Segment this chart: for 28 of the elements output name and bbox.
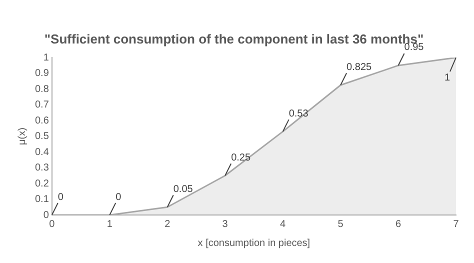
data-label: 0 [116, 192, 122, 203]
x-tick-label: 5 [338, 218, 344, 230]
y-tick-label: 0.7 [34, 100, 50, 111]
y-axis-title: μ(x) [16, 128, 28, 146]
y-tick-label: 0 [43, 210, 50, 221]
data-label: 0.825 [346, 62, 372, 73]
y-tick-label: 0.8 [34, 84, 50, 95]
x-tick-label: 4 [280, 218, 286, 230]
data-label: 1 [444, 72, 450, 84]
y-tick-label: 0.6 [34, 115, 50, 126]
data-label: 0 [58, 192, 64, 203]
y-tick-label: 0.5 [34, 131, 50, 142]
y-tick-label: 0.4 [34, 146, 50, 158]
x-tick-label: 1 [106, 218, 113, 230]
data-label: 0.95 [404, 42, 424, 54]
x-tick-label: 7 [453, 218, 460, 230]
y-tick-label: 0.2 [34, 178, 50, 190]
data-label: 0.53 [288, 108, 309, 120]
x-tick-label: 2 [164, 218, 171, 230]
data-label: 0.05 [173, 184, 194, 195]
x-tick-label: 6 [395, 218, 402, 230]
x-tick-label: 3 [222, 218, 228, 230]
y-tick-label: 0.9 [34, 68, 50, 80]
y-tick-label: 1 [43, 52, 50, 64]
data-label: 0.25 [231, 152, 251, 164]
y-tick-label: 0.1 [34, 194, 50, 206]
x-axis-title: x [consumption in pieces] [198, 238, 310, 249]
y-tick-label: 0.3 [34, 162, 50, 174]
